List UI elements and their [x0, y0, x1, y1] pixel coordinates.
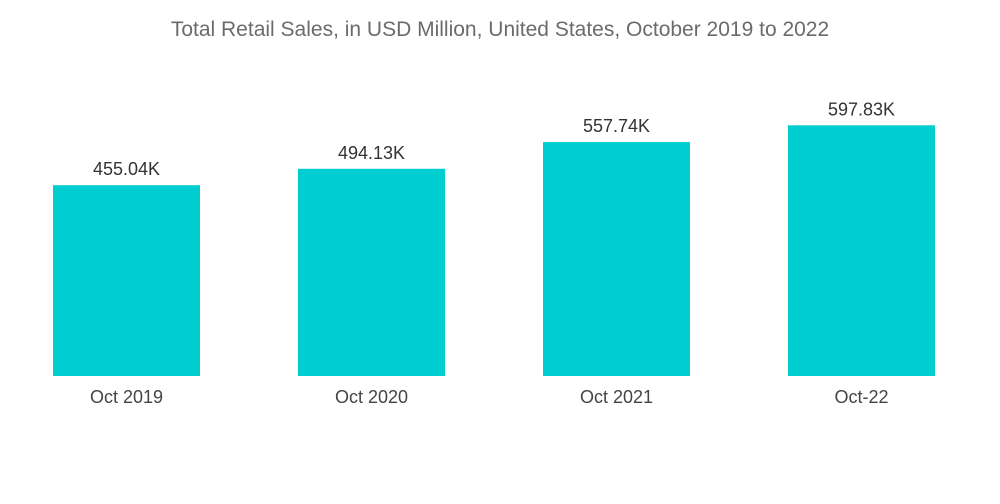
bar-value-label-1: 455.04K	[93, 159, 160, 179]
bar-2	[298, 168, 445, 376]
bar-4	[788, 125, 935, 377]
chart-title: Total Retail Sales, in USD Million, Unit…	[170, 18, 830, 41]
bar-value-label-2: 494.13K	[338, 143, 405, 163]
x-tick-label-1: Oct 2019	[90, 387, 163, 407]
bar-value-label-4: 597.83K	[828, 99, 895, 119]
x-tick-label-2: Oct 2020	[335, 387, 408, 407]
bar-3	[543, 142, 690, 376]
bar-value-label-3: 557.74K	[583, 116, 650, 136]
bar-1	[53, 185, 200, 376]
x-tick-label-4: Oct-22	[834, 387, 888, 407]
x-axis-tick-labels: Oct 2019 Oct 2020 Oct 2021 Oct-22	[90, 387, 889, 407]
bars-group	[53, 125, 935, 377]
x-tick-label-3: Oct 2021	[580, 387, 653, 407]
value-labels-group: 455.04K 494.13K 557.74K 597.83K	[93, 99, 895, 179]
